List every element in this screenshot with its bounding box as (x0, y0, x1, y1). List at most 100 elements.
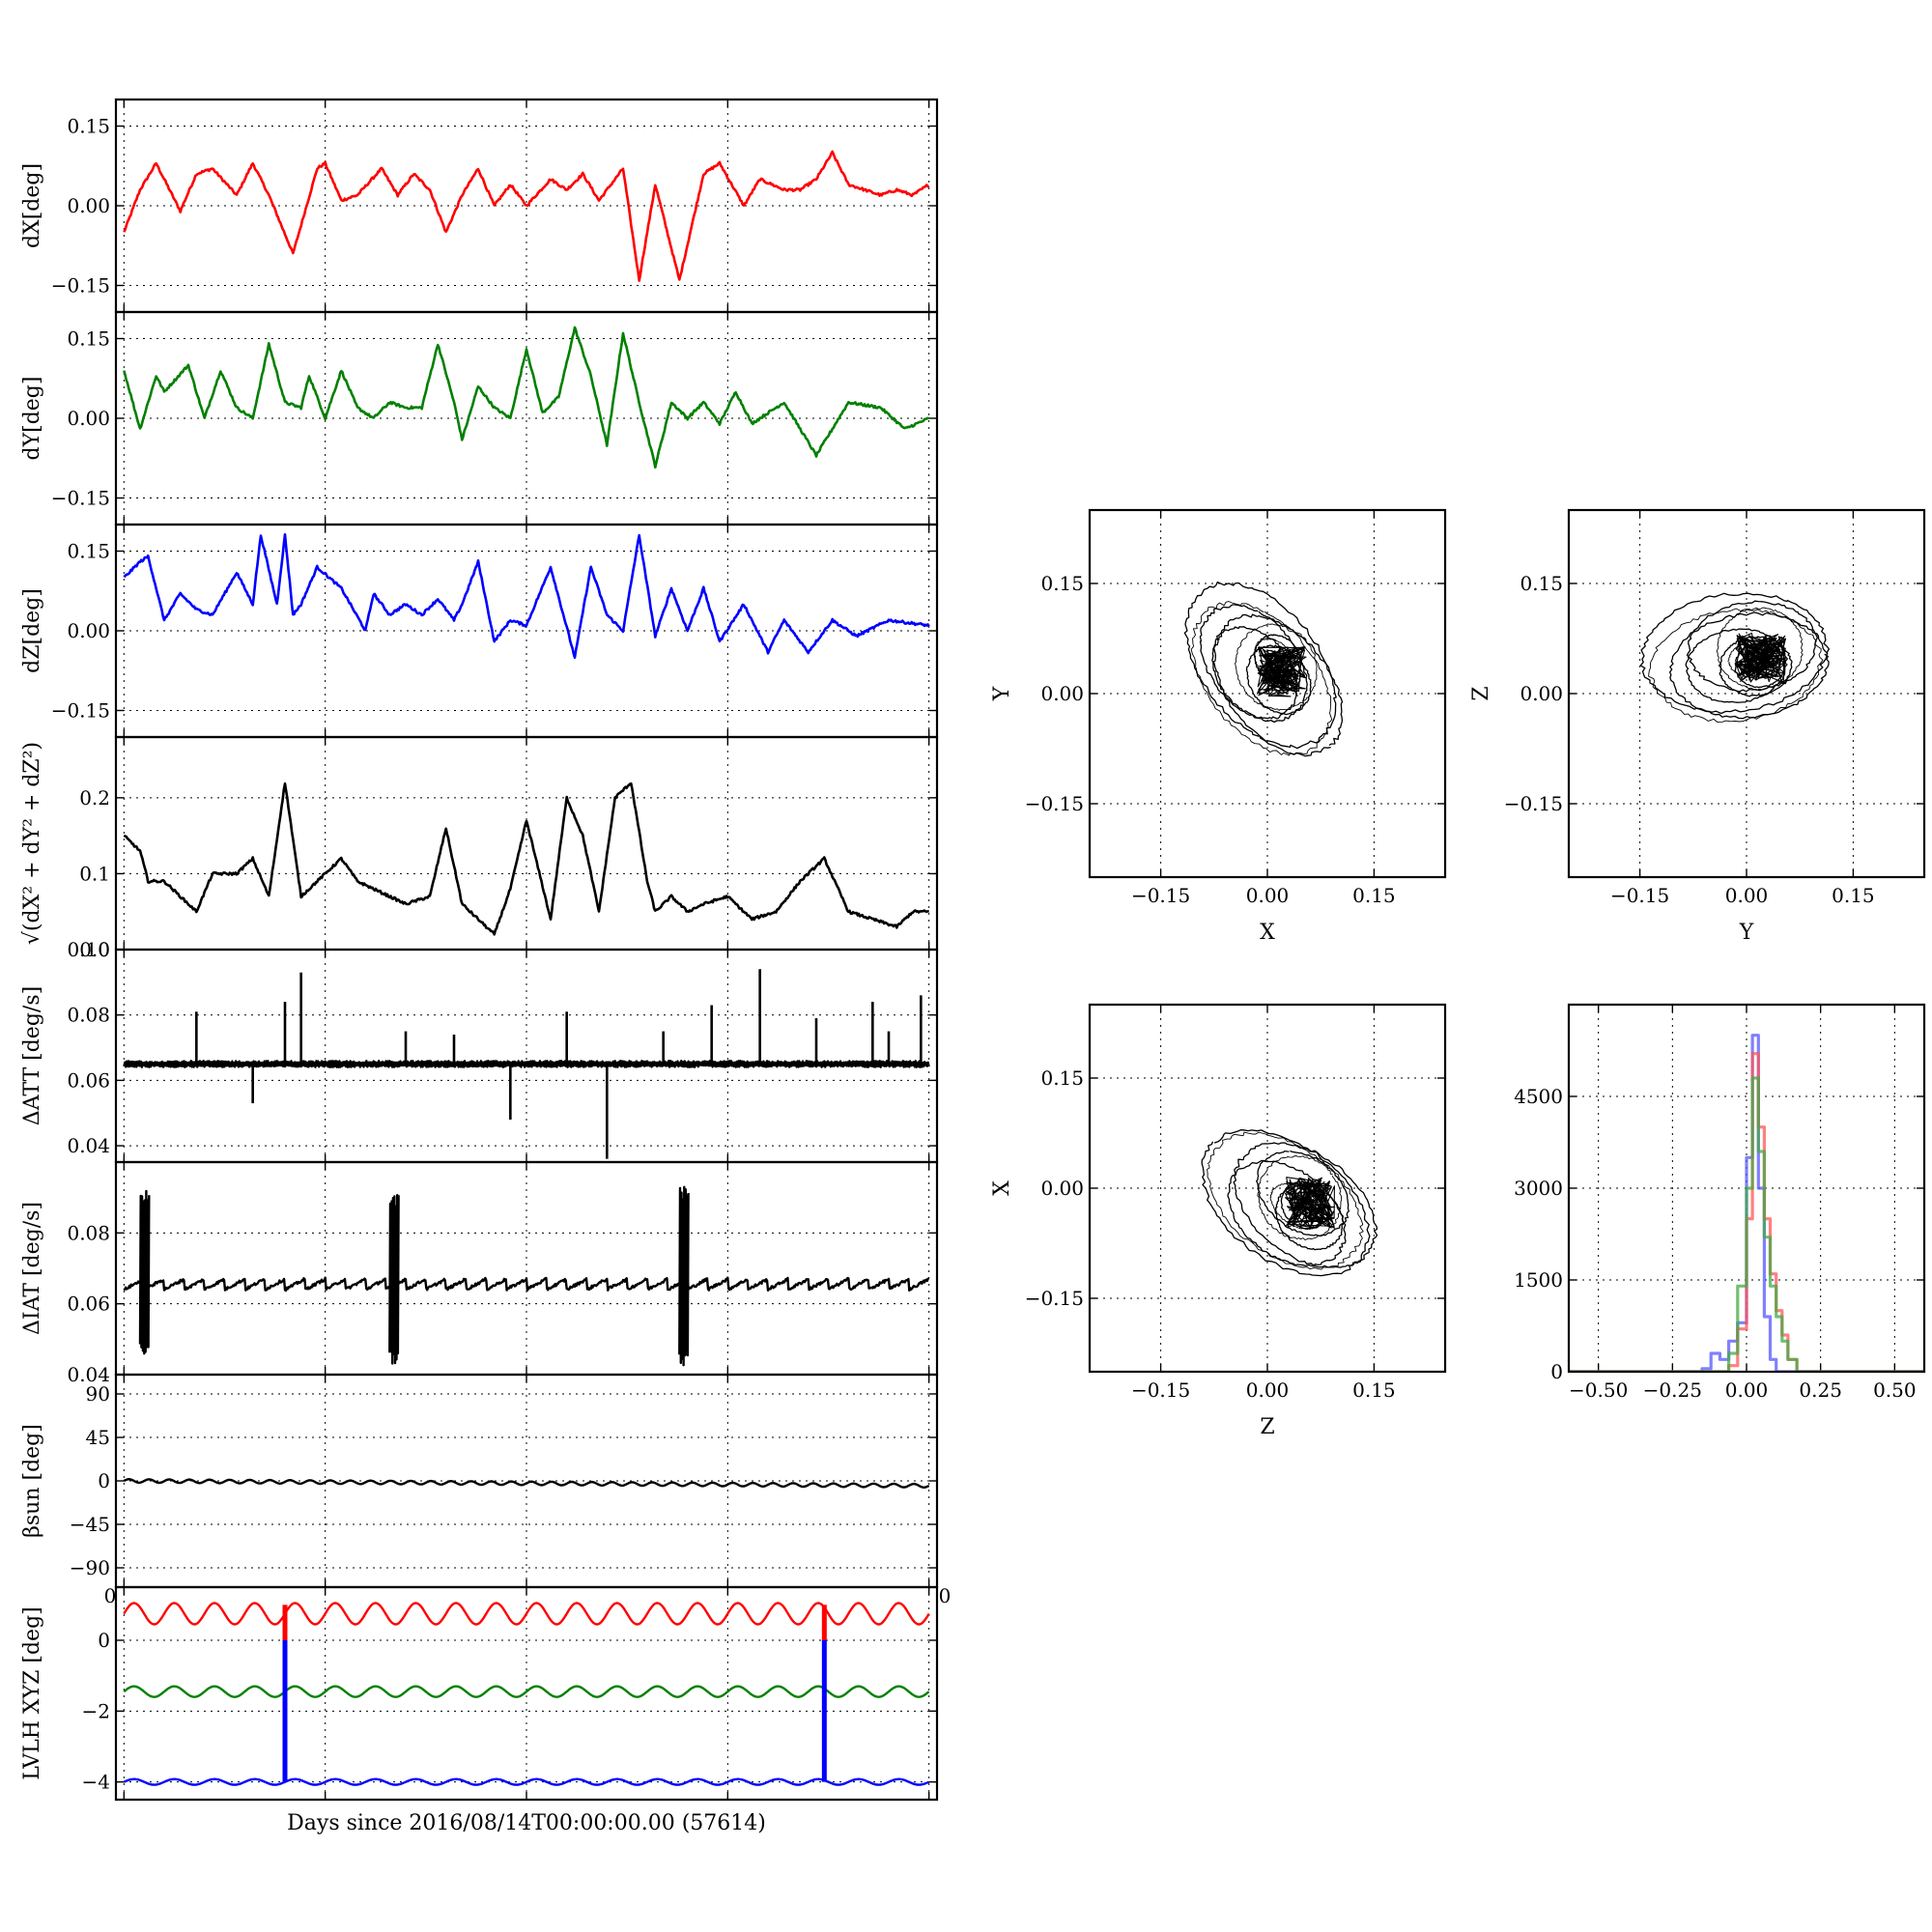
plot-area-lvlh (123, 1602, 930, 1786)
ytick-label: 0.04 (67, 1363, 110, 1386)
ytick-label: 0.06 (67, 1293, 110, 1316)
axes-frame (1088, 1003, 1447, 1374)
ytick-label: 0.1 (79, 862, 110, 885)
axes-frame (1567, 508, 1926, 879)
burst-mark (388, 1193, 400, 1365)
panel-zx: 0.15 0.00 −0.15 −0.15 0.00 0.15 X Z (990, 1003, 1447, 1439)
ytick-label: 0.00 (1520, 682, 1563, 705)
series-line (123, 1685, 930, 1698)
grid-dY (116, 312, 937, 525)
y-axis-label: X (990, 1180, 1014, 1196)
y-axis-label: βsun [deg] (20, 1424, 44, 1538)
xtick-label: −0.50 (1569, 1378, 1628, 1402)
ytick-label: −0.15 (1504, 792, 1563, 815)
panel-lvlh: 0 −2 −4 LVLH XYZ [deg] (20, 1585, 939, 1802)
y-axis-label: LVLH XYZ [deg] (20, 1606, 44, 1780)
trajectory-loop (1639, 592, 1831, 715)
ytick-label: −0.15 (51, 699, 110, 723)
panel-zy: 0.15 0.00 −0.15 −0.15 0.00 0.15 Z Y (1469, 508, 1926, 945)
x-edge-label: 0 (939, 1584, 952, 1607)
panel-mag: 0.2 0.1 0.0 √(dX² + dY² + dZ²) (20, 735, 939, 961)
trajectory-loop (1245, 644, 1312, 716)
trajectory-loop (1274, 1184, 1345, 1251)
plot-area-datt (123, 969, 930, 1159)
xtick-label: −0.15 (1610, 884, 1669, 907)
ytick-label: −0.15 (51, 274, 110, 298)
y-axis-label: dZ[deg] (20, 588, 44, 673)
x-axis-label: X (1260, 921, 1275, 945)
xtick-label: −0.25 (1643, 1378, 1702, 1402)
plot-area-dY (123, 326, 930, 469)
xtick-label: 0.15 (1352, 884, 1396, 907)
ytick-label: 0.0 (79, 938, 110, 961)
axes-frame (114, 735, 939, 952)
xtick-label: 0.00 (1725, 884, 1769, 907)
time-axis-xlabel: Days since 2016/08/14T00:00:00.00 (57614… (287, 1811, 766, 1835)
panel-xy: 0.15 0.00 −0.15 −0.15 0.00 0.15 Y X (990, 508, 1447, 945)
ytick-label: 4500 (1514, 1085, 1563, 1108)
y-axis-label: ΔIAT [deg/s] (20, 1202, 44, 1335)
grid-lvlh (116, 1587, 937, 1800)
series-line (123, 1602, 930, 1626)
ytick-label: 0.04 (67, 1134, 110, 1157)
grid-zy (1569, 510, 1924, 877)
plot-area-hist (1569, 1034, 1924, 1372)
ytick-label: 0 (98, 1629, 110, 1652)
trajectory-loop (1716, 607, 1804, 691)
ytick-label: 0.15 (67, 115, 110, 138)
trajectory-loop (1207, 1131, 1364, 1270)
trajectory-core (1284, 1177, 1336, 1230)
panel-dY: 0.15 0.00 −0.15 dY[deg] (20, 310, 939, 526)
ytick-label: 0.08 (67, 1004, 110, 1027)
xtick-label: 0.00 (1246, 1378, 1290, 1402)
trajectory-loop (1212, 613, 1344, 757)
trajectory-loop (1233, 1142, 1378, 1268)
trajectory-loop (1235, 623, 1318, 711)
xtick-label: 0.25 (1799, 1378, 1842, 1402)
ytick-label: 0.15 (1040, 572, 1084, 595)
ytick-label: −90 (70, 1556, 110, 1579)
ytick-label: 0.00 (1040, 682, 1084, 705)
y-axis-label: dX[deg] (20, 163, 44, 248)
ytick-label: 0.06 (67, 1068, 110, 1092)
x-axis-label: Z (1260, 1415, 1274, 1439)
plot-area-beta (123, 1477, 930, 1490)
axes-frame (114, 1585, 939, 1802)
grid-diat (116, 1162, 937, 1375)
trajectory-loop (1201, 1129, 1371, 1277)
y-axis-label: ΔATT [deg/s] (20, 986, 44, 1125)
xtick-label: 0.00 (1725, 1378, 1769, 1402)
xtick-label: 0.15 (1352, 1378, 1396, 1402)
ytick-label: 0.10 (67, 938, 110, 961)
y-axis-label: dY[deg] (20, 377, 44, 461)
grid-dZ (116, 525, 937, 737)
series-line (123, 1477, 930, 1490)
ytick-label: 0.15 (1040, 1066, 1084, 1090)
xtick-label: 0.00 (1246, 884, 1290, 907)
ytick-label: −0.15 (1025, 1287, 1084, 1310)
trajectory-loop (1190, 601, 1333, 756)
panel-hist: 4500 3000 1500 0 −0.50 −0.25 0.00 0.25 0.50 (1514, 1003, 1926, 1402)
ytick-label: 0.00 (67, 407, 110, 430)
ytick-label: 0 (98, 1469, 110, 1492)
x-axis-label: Y (1739, 921, 1754, 945)
burst-mark (678, 1185, 690, 1367)
xtick-label: 0.50 (1873, 1378, 1917, 1402)
axes-frame (1567, 1003, 1926, 1374)
burst-mark (138, 1189, 151, 1355)
ytick-label: 0.00 (1040, 1177, 1084, 1200)
ytick-label: 45 (86, 1426, 110, 1449)
trajectory-core (1735, 632, 1787, 683)
grid-beta (116, 1375, 937, 1587)
plot-panels: 0.150.00−0.15dX[deg]0.150.00−0.15dY[deg]… (20, 98, 1926, 1802)
axes-frame (114, 948, 939, 1164)
ytick-label: 0.15 (67, 540, 110, 563)
axes-frame (1088, 508, 1447, 879)
ytick-label: −4 (82, 1771, 110, 1794)
y-axis-label: Z (1469, 686, 1493, 700)
y-axis-label: Y (990, 686, 1014, 701)
trajectory-core (1256, 645, 1307, 697)
series-line (123, 781, 929, 936)
trajectory-loop (1257, 1155, 1343, 1241)
panel-diat: 0.08 0.06 0.04 ΔIAT [deg/s] (20, 1160, 939, 1386)
